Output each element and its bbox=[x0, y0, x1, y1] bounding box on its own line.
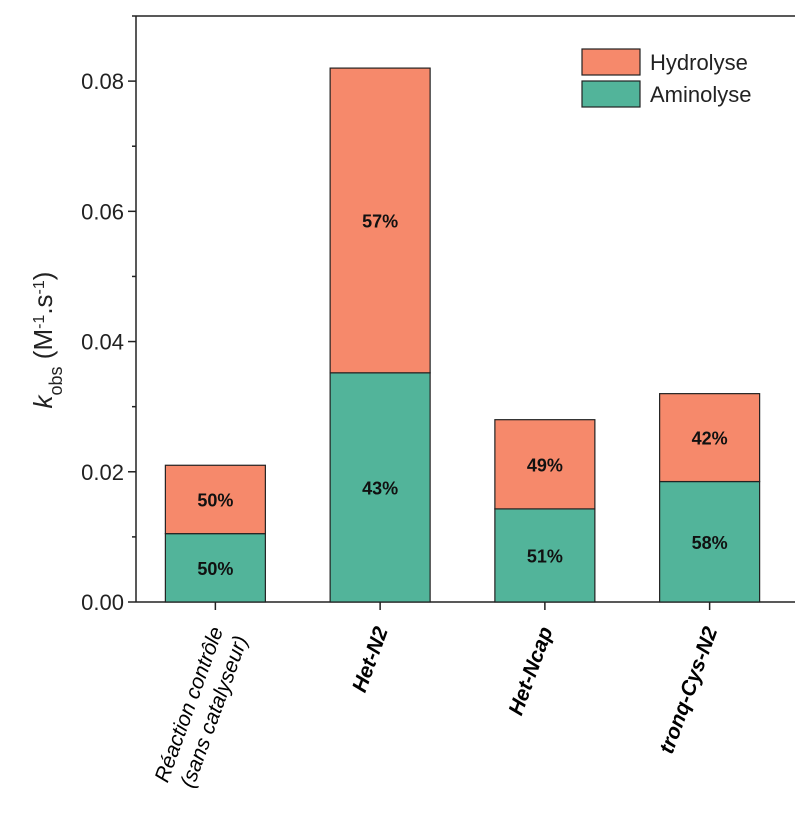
x-category-label-3: tronq-Cys-N2 bbox=[655, 624, 722, 757]
bar-labels: 50% 50% 43% 57% 51% 49% 58% 42% bbox=[197, 211, 727, 578]
bar-label-hydrolyse-0: 50% bbox=[197, 490, 233, 510]
x-category-labels: Réaction contrôle(sans catalyseur) Het-N2… bbox=[151, 624, 723, 794]
y-axis-label: kobs (M-1.s-1) bbox=[28, 272, 66, 409]
bar-aminolyse-0 bbox=[164, 533, 266, 603]
bar-label-aminolyse-0: 50% bbox=[197, 559, 233, 579]
bar-hydrolyse-1 bbox=[329, 67, 431, 374]
bar-aminolyse-1 bbox=[329, 372, 431, 603]
legend-label-aminolyse: Aminolyse bbox=[650, 82, 751, 107]
x-category-label-0: Réaction contrôle(sans catalyseur) bbox=[151, 624, 253, 794]
x-category-label-1: Het-N2 bbox=[348, 624, 393, 696]
bar-aminolyse-2 bbox=[494, 508, 596, 603]
y-axis-label-sup1: -1 bbox=[31, 315, 48, 329]
y-axis-label-main: k bbox=[28, 393, 58, 408]
legend-label-hydrolyse: Hydrolyse bbox=[650, 50, 748, 75]
y-axis-label-units-open: (M bbox=[28, 329, 58, 367]
y-axis-label-sup2: -1 bbox=[31, 280, 48, 294]
y-tick-label: 0.02 bbox=[81, 460, 124, 485]
bar-hydrolyse-3 bbox=[659, 393, 761, 483]
y-tick-label: 0.06 bbox=[81, 199, 124, 224]
y-tick-label: 0.04 bbox=[81, 330, 124, 355]
bars bbox=[164, 67, 761, 603]
y-tick-label: 0.08 bbox=[81, 69, 124, 94]
x-category-label-2: Het-Ncap bbox=[504, 624, 557, 719]
x-category-label-line: tronq-Cys-N2 bbox=[655, 624, 722, 757]
bar-label-hydrolyse-2: 49% bbox=[527, 455, 563, 475]
y-tick-label: 0.00 bbox=[81, 590, 124, 615]
x-category-label-line: Het-Ncap bbox=[504, 624, 557, 719]
legend-swatch-aminolyse bbox=[581, 80, 641, 108]
bar-hydrolyse-2 bbox=[494, 419, 596, 510]
y-tick-labels: 0.00 0.02 0.04 0.06 0.08 bbox=[81, 69, 124, 615]
bar-label-hydrolyse-3: 42% bbox=[692, 429, 728, 449]
bar-hydrolyse-0 bbox=[164, 464, 266, 535]
bar-label-hydrolyse-1: 57% bbox=[362, 211, 398, 231]
y-axis-label-sub: obs bbox=[46, 366, 66, 395]
y-axis-label-units-mid: .s bbox=[28, 294, 58, 314]
legend: Hydrolyse Aminolyse bbox=[581, 48, 751, 108]
legend-swatch-hydrolyse bbox=[581, 48, 641, 76]
bar-label-aminolyse-3: 58% bbox=[692, 533, 728, 553]
bar-label-aminolyse-2: 51% bbox=[527, 546, 563, 566]
y-axis-label-units-close: ) bbox=[28, 272, 58, 281]
x-category-label-line: Het-N2 bbox=[348, 624, 393, 696]
bar-label-aminolyse-1: 43% bbox=[362, 478, 398, 498]
